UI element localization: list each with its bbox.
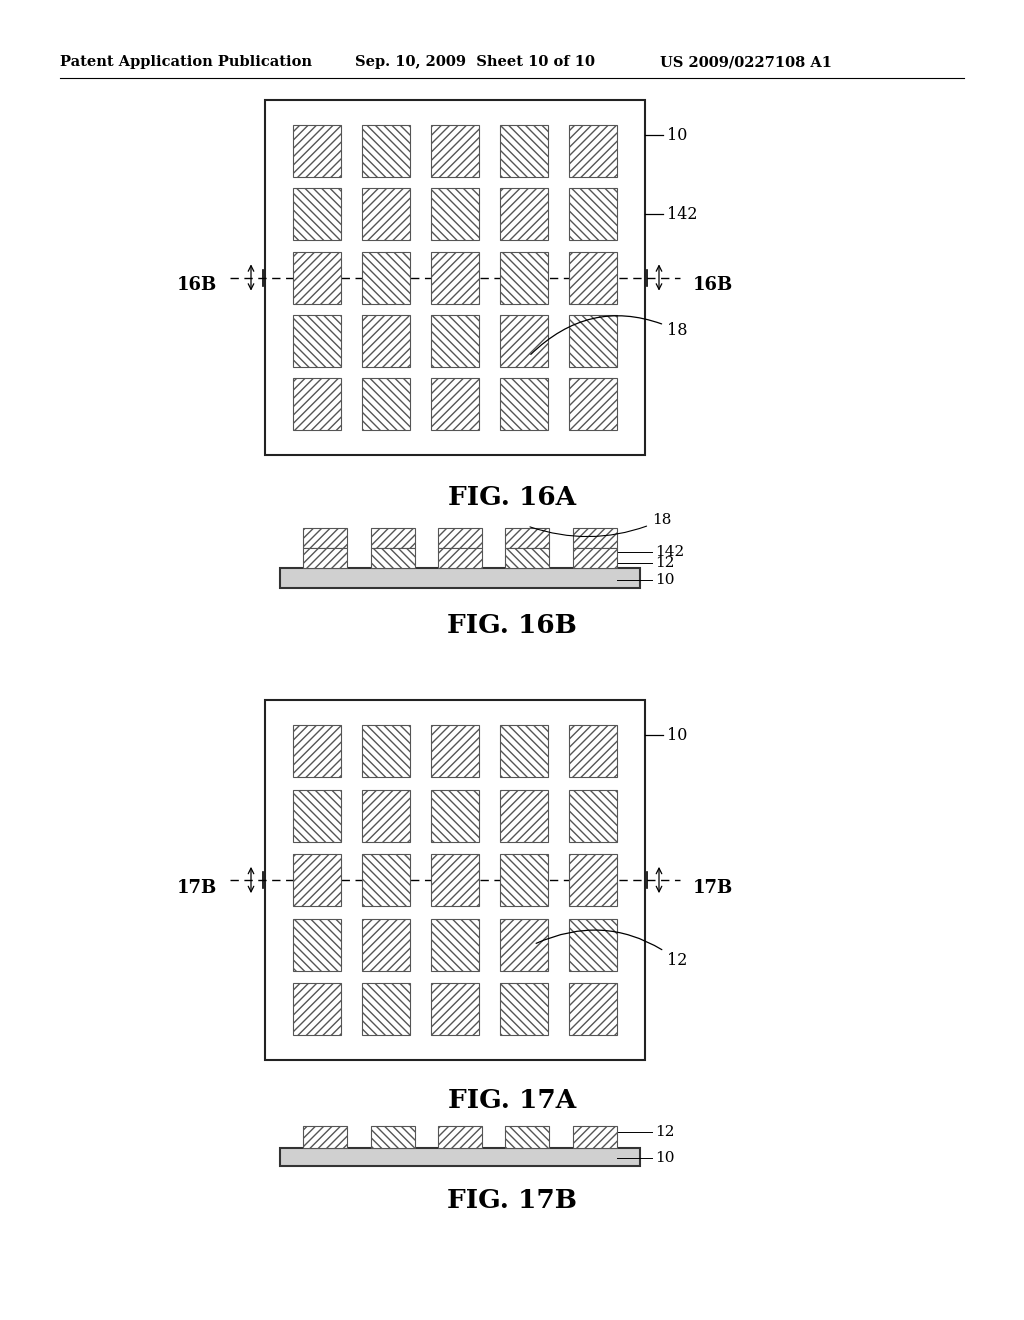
Bar (431, 789, 479, 842)
Bar (362, 789, 410, 842)
Text: FIG. 16A: FIG. 16A (447, 484, 577, 510)
Bar (371, 1126, 415, 1148)
Bar (293, 252, 341, 304)
Bar (505, 528, 549, 548)
Bar (293, 378, 341, 430)
Bar (569, 789, 617, 842)
Bar (569, 854, 617, 906)
Text: Sep. 10, 2009  Sheet 10 of 10: Sep. 10, 2009 Sheet 10 of 10 (355, 55, 595, 69)
Text: 12: 12 (655, 556, 675, 570)
Text: 17B: 17B (693, 879, 733, 898)
Bar (280, 568, 640, 587)
Text: 10: 10 (667, 127, 687, 144)
Bar (572, 1126, 616, 1148)
Text: 10: 10 (655, 573, 675, 587)
Bar (500, 789, 548, 842)
Text: 16B: 16B (693, 276, 733, 294)
Bar (569, 189, 617, 240)
Bar (362, 854, 410, 906)
Bar (371, 528, 415, 548)
Text: 142: 142 (655, 545, 684, 558)
Bar (569, 725, 617, 777)
Bar (569, 983, 617, 1035)
Text: FIG. 17B: FIG. 17B (447, 1188, 577, 1213)
Bar (431, 983, 479, 1035)
Bar (500, 725, 548, 777)
Bar (500, 252, 548, 304)
Bar (431, 378, 479, 430)
Bar (431, 314, 479, 367)
Bar (293, 725, 341, 777)
Bar (569, 314, 617, 367)
Text: US 2009/0227108 A1: US 2009/0227108 A1 (660, 55, 831, 69)
Text: FIG. 17A: FIG. 17A (447, 1088, 577, 1113)
Bar (362, 919, 410, 970)
Bar (362, 725, 410, 777)
Text: 142: 142 (667, 206, 697, 223)
Bar (431, 919, 479, 970)
Bar (569, 125, 617, 177)
Bar (293, 125, 341, 177)
Text: 17B: 17B (177, 879, 217, 898)
Bar (500, 314, 548, 367)
Bar (431, 252, 479, 304)
Bar (431, 125, 479, 177)
Bar (500, 378, 548, 430)
Bar (293, 983, 341, 1035)
Bar (500, 189, 548, 240)
Bar (362, 125, 410, 177)
Bar (362, 983, 410, 1035)
Bar (293, 919, 341, 970)
Bar (505, 548, 549, 568)
Bar (569, 378, 617, 430)
Bar (569, 252, 617, 304)
Bar (371, 548, 415, 568)
Bar (265, 100, 645, 455)
Bar (431, 725, 479, 777)
Bar (362, 252, 410, 304)
Bar (572, 548, 616, 568)
Bar (293, 314, 341, 367)
Text: 10: 10 (655, 1151, 675, 1166)
Bar (438, 548, 482, 568)
Bar (500, 854, 548, 906)
Bar (500, 125, 548, 177)
Bar (362, 314, 410, 367)
Text: 18: 18 (530, 513, 672, 537)
Text: 10: 10 (667, 726, 687, 743)
Text: 12: 12 (655, 1125, 675, 1139)
Text: 16B: 16B (177, 276, 217, 294)
Bar (438, 528, 482, 548)
Bar (362, 189, 410, 240)
Text: Patent Application Publication: Patent Application Publication (60, 55, 312, 69)
Bar (438, 1126, 482, 1148)
Bar (293, 189, 341, 240)
Bar (362, 378, 410, 430)
Text: 18: 18 (530, 315, 687, 354)
Bar (303, 548, 347, 568)
Bar (500, 983, 548, 1035)
Bar (293, 854, 341, 906)
Text: 12: 12 (537, 931, 687, 969)
Bar (303, 1126, 347, 1148)
Bar (431, 189, 479, 240)
Bar (569, 919, 617, 970)
Bar (293, 789, 341, 842)
Bar (280, 1148, 640, 1166)
Bar (303, 528, 347, 548)
Bar (572, 528, 616, 548)
Bar (505, 1126, 549, 1148)
Bar (500, 919, 548, 970)
Bar (431, 854, 479, 906)
Bar (265, 700, 645, 1060)
Text: FIG. 16B: FIG. 16B (447, 612, 577, 638)
